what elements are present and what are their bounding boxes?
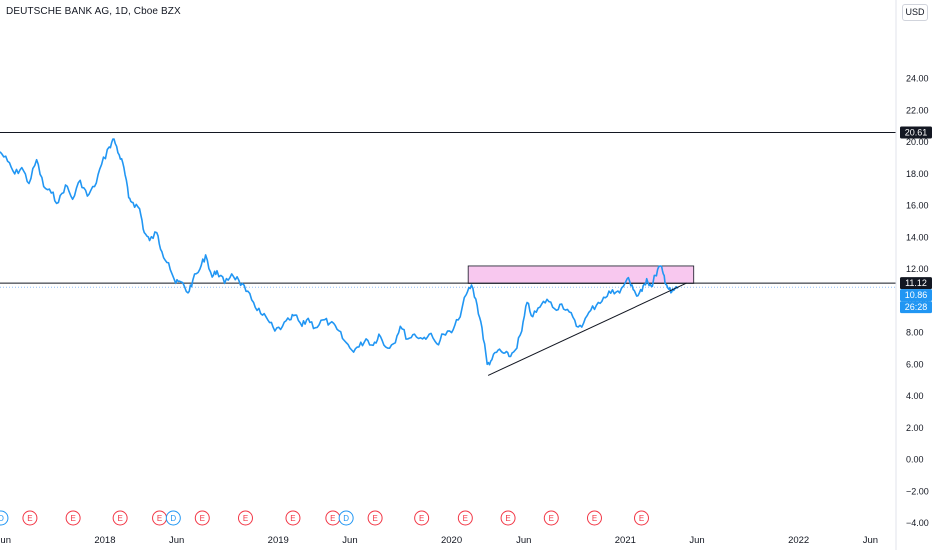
earnings-event-marker[interactable]: E (152, 510, 168, 526)
svg-text:E: E (27, 514, 32, 523)
svg-text:E: E (117, 514, 122, 523)
time-tick-label: Jun (516, 535, 531, 546)
chart-title: DEUTSCHE BANK AG, 1D, Cboe BZX (6, 6, 181, 17)
svg-text:E: E (157, 514, 162, 523)
time-axis[interactable]: Jun 2018 Jun 2019 Jun 2020 Jun 2021 Jun 2022 Jun (0, 535, 878, 546)
svg-text:E: E (70, 514, 75, 523)
earnings-event-marker[interactable]: E (65, 510, 81, 526)
earnings-event-marker[interactable]: E (633, 510, 649, 526)
svg-text:E: E (290, 514, 295, 523)
price-tags: 20.61 11.12 10.86 26:28 (900, 126, 932, 314)
price-tick-label: 12.00 (906, 264, 929, 274)
price-tick-label: 2.00 (906, 423, 924, 433)
price-tick-label: 8.00 (906, 328, 924, 338)
earnings-event-marker[interactable]: E (22, 510, 38, 526)
resistance-zone[interactable] (467, 265, 695, 284)
earnings-event-marker[interactable]: E (285, 510, 301, 526)
svg-text:E: E (505, 514, 510, 523)
time-tick-label: Jun (689, 535, 704, 546)
trendline[interactable] (487, 282, 687, 376)
earnings-event-marker[interactable]: E (367, 510, 383, 526)
time-tick-label: Jun (169, 535, 184, 546)
time-tick-label: 2021 (615, 535, 636, 546)
svg-text:E: E (639, 514, 644, 523)
price-tick-label: 6.00 (906, 359, 924, 369)
level-price-tag: 11.12 (900, 277, 932, 290)
time-tick-label: Jun (863, 535, 878, 546)
price-tick-label: 22.00 (906, 105, 929, 115)
svg-text:20.61: 20.61 (905, 128, 928, 138)
earnings-event-marker[interactable]: E (194, 510, 210, 526)
resistance-zone-layer (467, 265, 695, 284)
currency-button[interactable]: USD (902, 4, 928, 21)
price-tick-label: 20.00 (906, 137, 929, 147)
price-tick-label: 16.00 (906, 201, 929, 211)
svg-text:E: E (463, 514, 468, 523)
dividend-event-marker[interactable]: D (165, 510, 181, 526)
time-tick-label: 2020 (441, 535, 462, 546)
earnings-event-marker[interactable]: E (543, 510, 559, 526)
svg-text:26:28: 26:28 (905, 302, 928, 312)
countdown-tag: 26:28 (900, 301, 932, 314)
svg-text:10.86: 10.86 (905, 290, 928, 300)
earnings-event-marker[interactable]: E (237, 510, 253, 526)
svg-text:E: E (419, 514, 424, 523)
earnings-event-marker[interactable]: E (586, 510, 602, 526)
horizontal-lines-layer (0, 132, 896, 284)
time-tick-label: Jun (342, 535, 357, 546)
time-tick-label: Jun (0, 535, 11, 546)
svg-text:D: D (170, 514, 176, 523)
svg-text:D: D (343, 514, 349, 523)
svg-text:E: E (372, 514, 377, 523)
svg-text:E: E (592, 514, 597, 523)
earnings-event-marker[interactable]: E (500, 510, 516, 526)
earnings-event-marker[interactable]: E (325, 510, 341, 526)
time-tick-label: 2018 (94, 535, 115, 546)
price-tick-label: 24.00 (906, 74, 929, 84)
earnings-event-marker[interactable]: E (457, 510, 473, 526)
price-tick-label: −4.00 (906, 518, 929, 528)
svg-text:E: E (549, 514, 554, 523)
svg-text:E: E (330, 514, 335, 523)
price-tick-label: 4.00 (906, 391, 924, 401)
svg-text:D: D (0, 514, 4, 523)
earnings-event-marker[interactable]: E (414, 510, 430, 526)
time-tick-label: 2022 (788, 535, 809, 546)
dividend-event-marker[interactable]: D (338, 510, 354, 526)
svg-text:E: E (243, 514, 248, 523)
price-tick-label: 14.00 (906, 232, 929, 242)
dividend-event-marker[interactable]: D (0, 510, 9, 526)
svg-text:E: E (200, 514, 205, 523)
earnings-event-marker[interactable]: E (112, 510, 128, 526)
level-price-tag: 20.61 (900, 126, 932, 139)
price-tick-label: 18.00 (906, 169, 929, 179)
last-price-tag: 10.86 (900, 289, 932, 302)
svg-text:11.12: 11.12 (905, 278, 927, 288)
price-tick-label: 0.00 (906, 455, 924, 465)
price-tick-label: −2.00 (906, 486, 929, 496)
price-series-line (0, 138, 679, 366)
time-tick-label: 2019 (268, 535, 289, 546)
